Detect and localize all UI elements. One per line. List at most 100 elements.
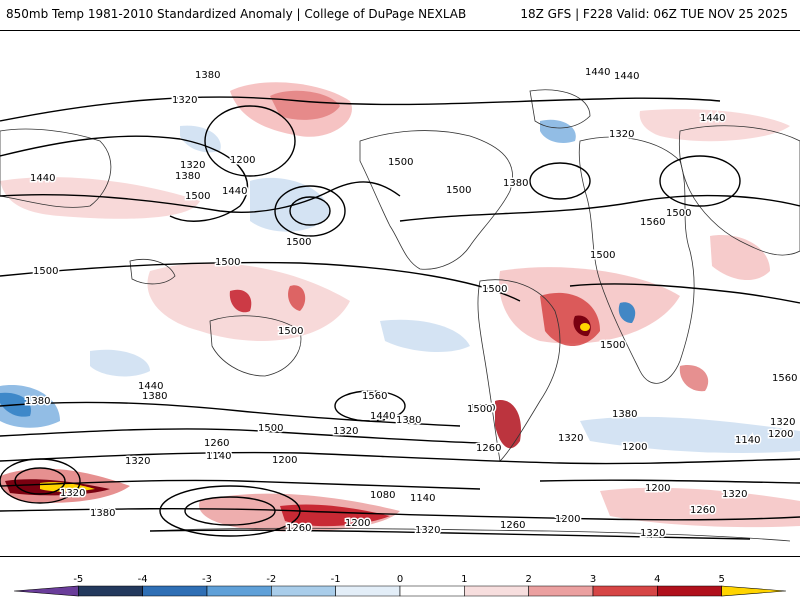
contour-label: 1500 bbox=[286, 237, 311, 248]
contour-label: 1560 bbox=[362, 391, 387, 402]
contour-label: 1380 bbox=[396, 415, 421, 426]
contour-label: 1320 bbox=[60, 488, 85, 499]
contour-line bbox=[0, 96, 721, 122]
contour-line bbox=[0, 135, 249, 222]
colorbar-swatch bbox=[271, 585, 336, 597]
asia-outline bbox=[678, 125, 800, 256]
contour-line bbox=[399, 194, 800, 222]
colorbar-tick-label: 2 bbox=[525, 574, 531, 585]
contour-closed-low bbox=[204, 105, 296, 177]
contour-label: 1080 bbox=[370, 490, 395, 501]
contour-line bbox=[569, 283, 800, 304]
coastlines bbox=[0, 89, 800, 542]
warm-anomaly-area bbox=[229, 289, 252, 313]
contour-label: 1320 bbox=[180, 160, 205, 171]
map-title: 850mb Temp 1981-2010 Standardized Anomal… bbox=[6, 7, 467, 21]
contour-line bbox=[539, 479, 800, 484]
contour-label: 1500 bbox=[590, 250, 615, 261]
colorbar-swatch bbox=[464, 585, 529, 597]
colorbar-swatch bbox=[142, 585, 208, 597]
contour-label: 1140 bbox=[206, 451, 231, 462]
contour-label: 1560 bbox=[772, 373, 797, 384]
contour-label: 1500 bbox=[470, 403, 495, 414]
colorbar-tick-label: 0 bbox=[397, 574, 403, 585]
contour-label: 1380 bbox=[195, 70, 220, 81]
contour-label: 1500 bbox=[278, 326, 303, 337]
contour-label: 1140 bbox=[735, 435, 760, 446]
contour-label: 1260 bbox=[690, 505, 715, 516]
contour-label: 1320 bbox=[640, 528, 665, 539]
contour-closed-low bbox=[289, 196, 331, 226]
contour-label: 1200 bbox=[645, 483, 670, 494]
contour-label: 1440 bbox=[138, 381, 163, 392]
contour-label: 1380 bbox=[612, 409, 637, 420]
contour-label: 1440 bbox=[614, 71, 639, 82]
colorbar-tick-label: 1 bbox=[461, 574, 467, 585]
contour-label: 1440 bbox=[700, 113, 725, 124]
contour-label: 1500 bbox=[467, 404, 492, 415]
contour-label: 1200 bbox=[272, 455, 297, 466]
colorbar-swatch bbox=[657, 585, 722, 597]
contour-closed-low bbox=[274, 185, 346, 237]
warm-anomaly-area bbox=[0, 177, 200, 219]
contour-label: 1380 bbox=[142, 391, 167, 402]
warm-anomaly-area bbox=[639, 109, 790, 142]
contour-line bbox=[0, 261, 521, 302]
north-america-outline bbox=[359, 130, 513, 270]
contour-label: 1200 bbox=[230, 155, 255, 166]
contour-label: 1380 bbox=[175, 171, 200, 182]
cool-anomaly-area bbox=[618, 302, 636, 323]
contour-label: 1320 bbox=[125, 456, 150, 467]
cool-anomaly-area bbox=[90, 349, 150, 377]
contour-label: 1200 bbox=[768, 429, 793, 440]
contour-label: 1380 bbox=[25, 396, 50, 407]
contour-closed-low bbox=[14, 467, 66, 495]
anomaly-map: 1380 1320 1320 1380 1200 1500 1440 1500 … bbox=[0, 66, 800, 542]
contour-label: 1500 bbox=[258, 423, 283, 434]
cool-anomaly-area bbox=[180, 125, 221, 153]
colorbar-tick-label: -5 bbox=[73, 574, 83, 585]
warm-anomaly-area bbox=[280, 504, 390, 527]
colorbar-tick-label: -4 bbox=[138, 574, 148, 585]
colorbar-ticks: -5 -4 -3 -2 -1 0 1 2 3 4 5 bbox=[73, 574, 725, 585]
warm-anomaly-area bbox=[288, 285, 306, 311]
contour-label: 1380 bbox=[503, 178, 528, 189]
contour-line bbox=[0, 507, 800, 521]
cool-anomaly-area bbox=[580, 416, 800, 453]
colorbar-swatch bbox=[206, 585, 272, 597]
contour-closed-low bbox=[0, 458, 81, 504]
contour-label: 1440 bbox=[585, 67, 610, 78]
contour-label: 1200 bbox=[622, 442, 647, 453]
contour-label: 1320 bbox=[415, 525, 440, 536]
warm-anomaly-peak bbox=[580, 323, 590, 331]
contour-label: 1440 bbox=[30, 173, 55, 184]
colorbar-tick-label: 5 bbox=[718, 574, 724, 585]
colorbar-graphic: -5 -4 -3 -2 -1 0 1 2 3 4 5 bbox=[13, 574, 787, 597]
contour-line bbox=[0, 479, 481, 490]
contour-label: 1140 bbox=[410, 493, 435, 504]
contour-label: 1260 bbox=[286, 523, 311, 534]
warm-anomaly-area bbox=[710, 235, 770, 281]
run-info: 18Z GFS | F228 Valid: 06Z TUE NOV 25 202… bbox=[520, 7, 788, 21]
colorbar-tick-label: 4 bbox=[654, 574, 660, 585]
contour-label: 1440 bbox=[370, 411, 395, 422]
contour-label: 1260 bbox=[476, 443, 501, 454]
contour-label: 1260 bbox=[500, 520, 525, 531]
contour-label: 1500 bbox=[446, 185, 471, 196]
cool-anomaly-area bbox=[250, 177, 330, 232]
colorbar-swatch bbox=[335, 585, 401, 597]
contour-closed-low bbox=[529, 162, 591, 200]
contour-closed-low bbox=[159, 485, 301, 537]
australia-outline bbox=[209, 315, 302, 377]
colorbar: -5 -4 -3 -2 -1 0 1 2 3 4 5 bbox=[0, 562, 800, 600]
contour-line bbox=[0, 451, 800, 465]
asia-west-outline bbox=[0, 128, 112, 208]
contour-label: 1200 bbox=[555, 514, 580, 525]
europe-africa-outline bbox=[578, 136, 695, 384]
contour-label: 1500 bbox=[666, 208, 691, 219]
colorbar-swatch bbox=[13, 585, 79, 597]
contour-line bbox=[0, 401, 461, 427]
maritime-continent-outline bbox=[129, 259, 176, 285]
greenland-outline bbox=[529, 89, 591, 129]
antarctica-outline bbox=[149, 527, 791, 542]
